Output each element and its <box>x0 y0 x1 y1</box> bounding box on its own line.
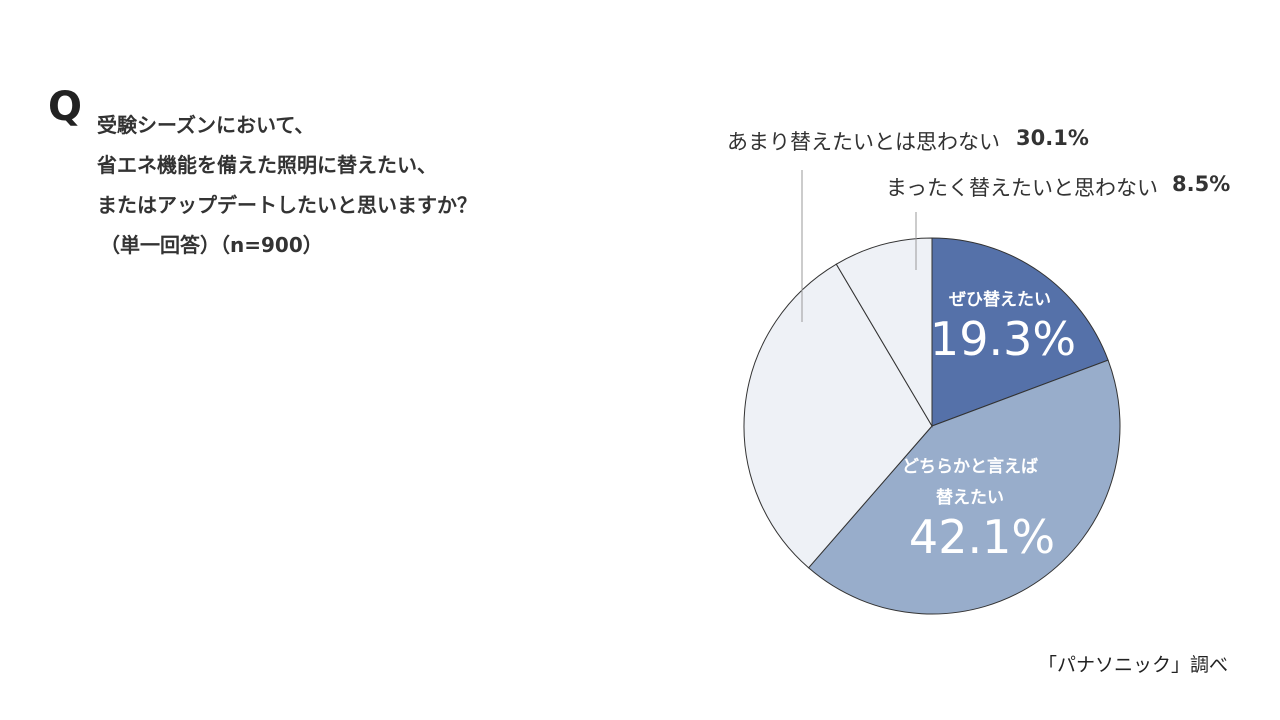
value-label: 30.1% <box>1016 126 1089 150</box>
title-line: 受験シーズンにおいて、 <box>97 113 315 137</box>
slice-label: どちらかと言えば 替えたい <box>902 457 1038 508</box>
question-mark: Q <box>48 84 83 130</box>
slice-label: あまり替えたいとは思わない <box>727 130 1000 154</box>
slice-label: ぜひ替えたい <box>949 290 1051 310</box>
title-line: またはアップデートしたいと思いますか？ <box>97 193 477 217</box>
pie-slice <box>807 359 1121 615</box>
pie-slice <box>931 237 1109 427</box>
value-label: 8.5% <box>1172 172 1231 196</box>
value-label: 42.1% <box>908 510 1056 564</box>
slice-label: まったく替えたいと思わない <box>885 176 1158 200</box>
source: 「パナソニック」調べ <box>1037 654 1228 676</box>
pie-slice <box>835 237 933 428</box>
subtitle: （単一回答）（n=900） <box>100 233 323 257</box>
title-line: 省エネ機能を備えた照明に替えたい、 <box>97 153 437 177</box>
value-label: 19.3% <box>929 312 1077 366</box>
pie-slice <box>743 263 933 569</box>
